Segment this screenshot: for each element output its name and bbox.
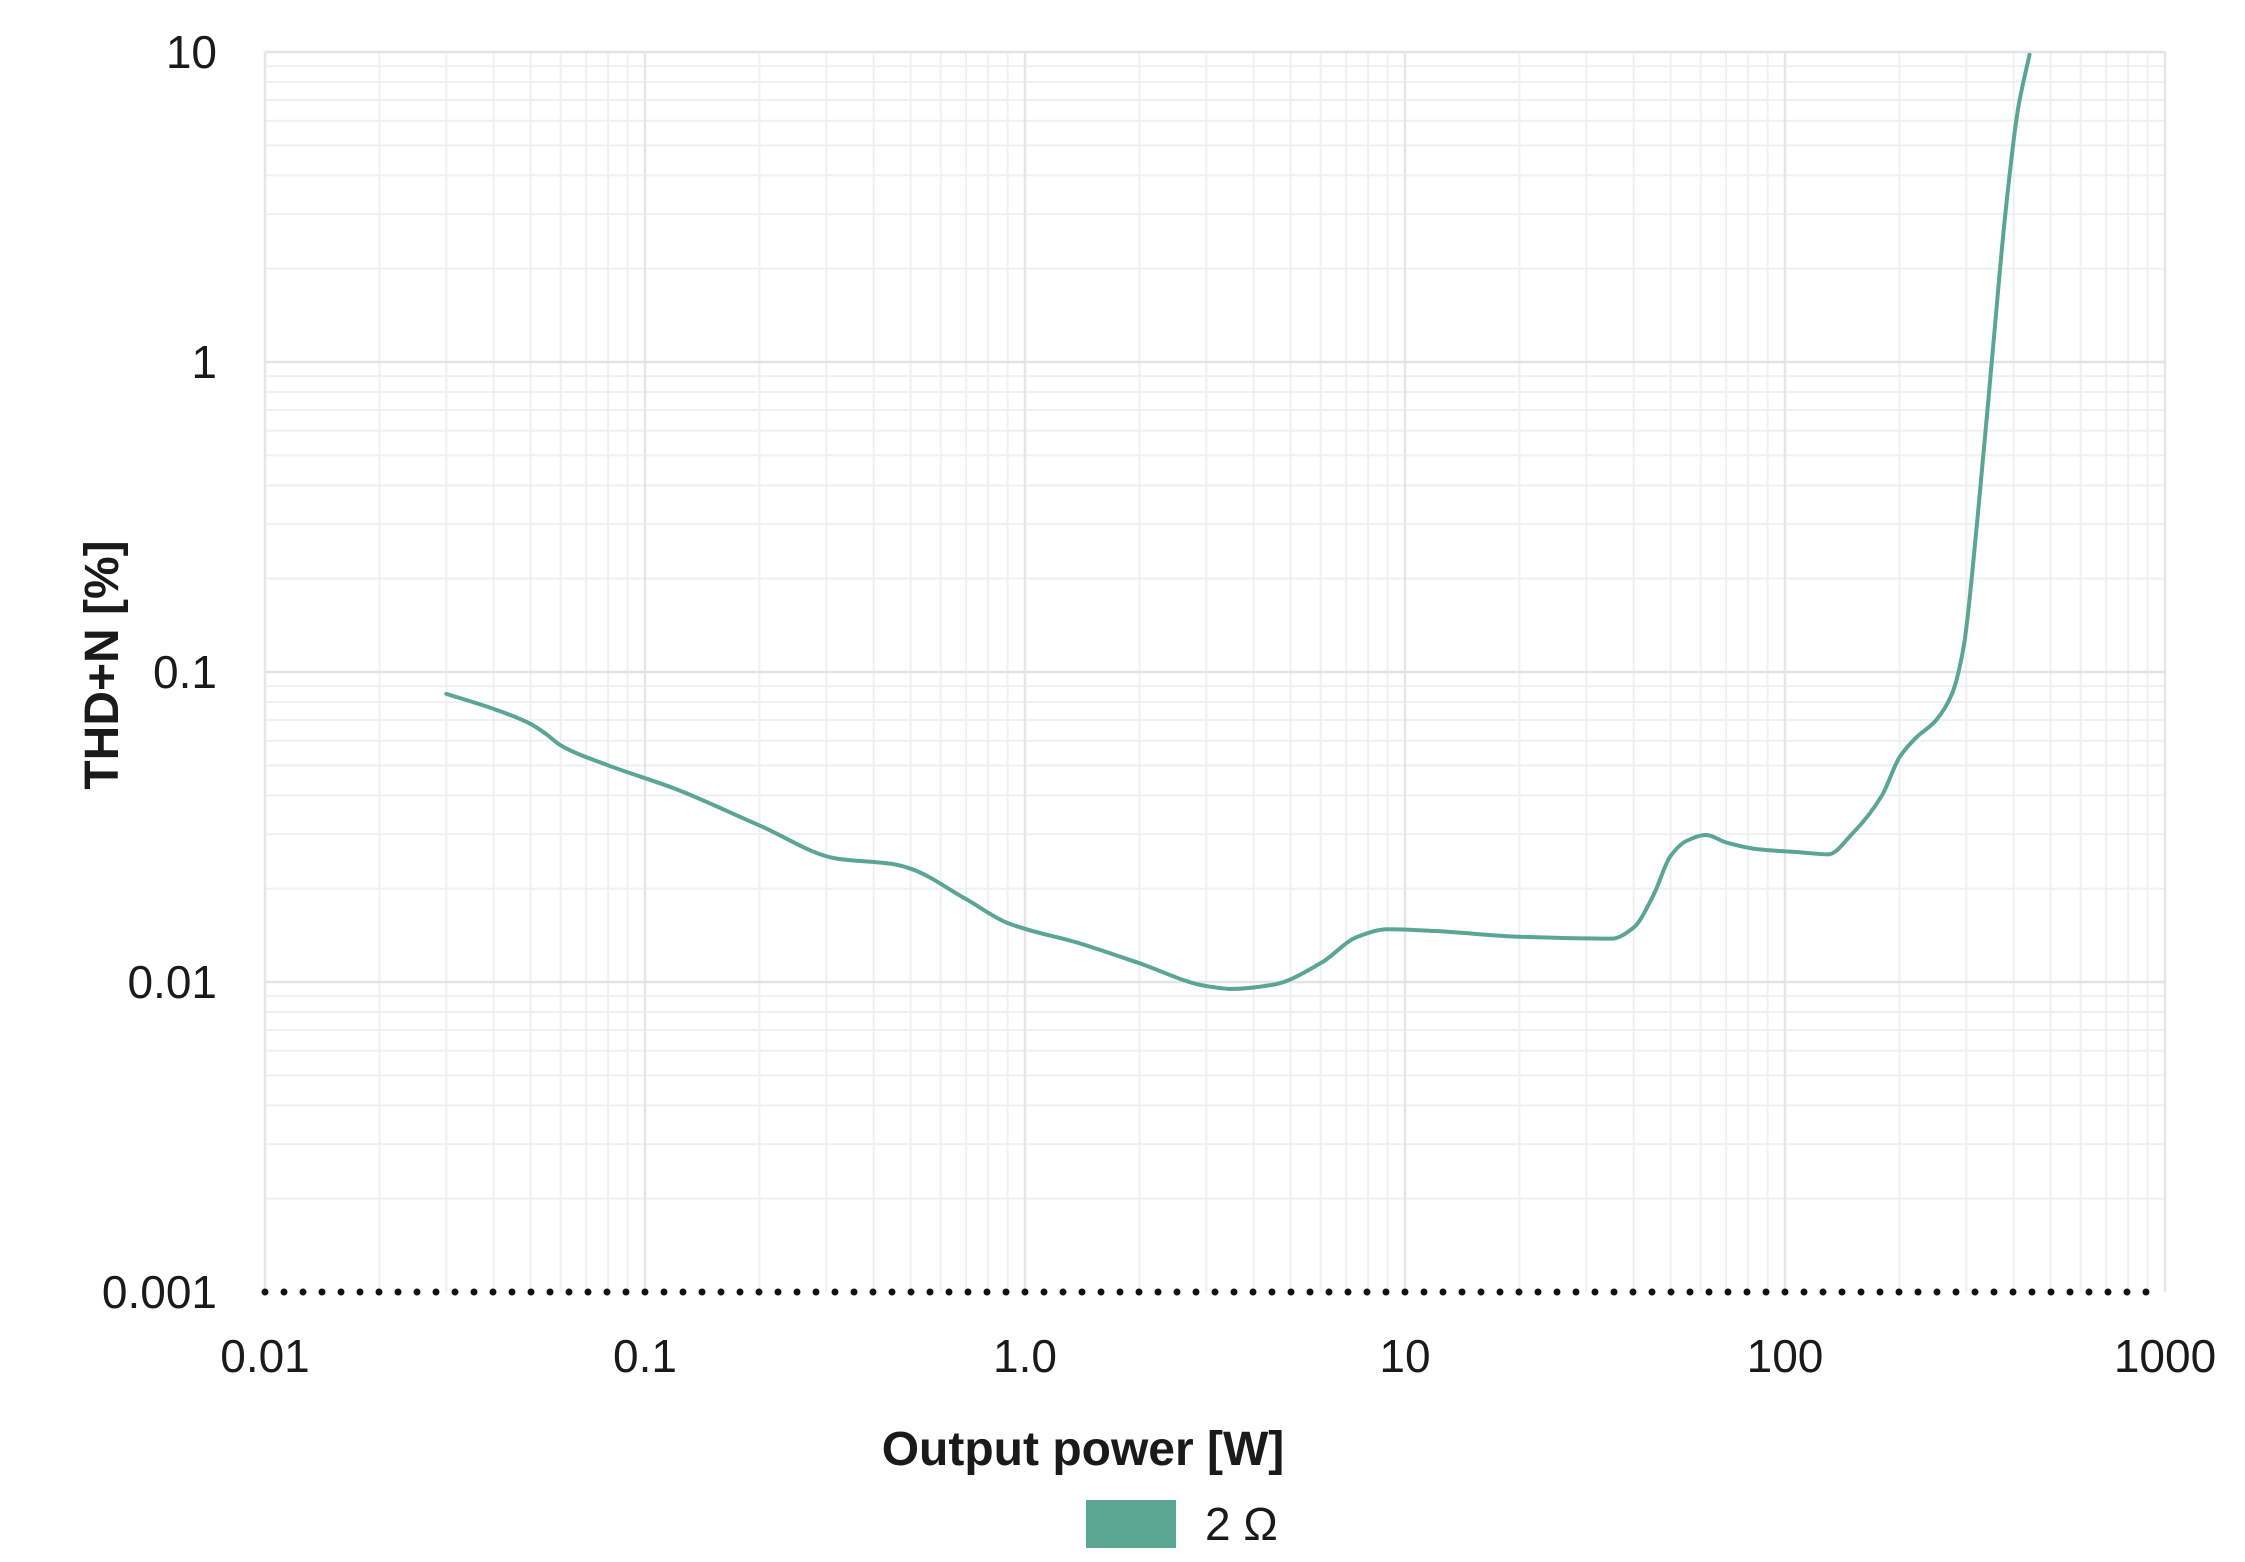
y-tick-label: 0.01: [127, 956, 217, 1008]
y-tick-label: 0.001: [102, 1266, 217, 1318]
x-axis-title: Output power [W]: [882, 1423, 1285, 1476]
y-tick-labels: 0.001 0.01 0.1 1 10: [102, 26, 217, 1318]
series-layer: [444, 52, 2032, 991]
legend-label: 2 Ω: [1205, 1498, 1278, 1550]
y-tick-label: 0.1: [153, 646, 217, 698]
grid-major: [263, 50, 2167, 1292]
x-tick-label: 0.1: [613, 1330, 677, 1382]
legend-swatch: [1086, 1500, 1176, 1548]
x-tick-label: 1000: [2114, 1330, 2216, 1382]
y-axis-title: THD+N [%]: [76, 540, 129, 789]
legend: 2 Ω: [1086, 1498, 1278, 1550]
x-tick-label: 10: [1379, 1330, 1430, 1382]
x-tick-label: 100: [1747, 1330, 1824, 1382]
y-tick-label: 10: [166, 26, 217, 78]
x-tick-labels: 0.01 0.1 1.0 10 100 1000: [220, 1330, 2216, 1382]
x-tick-label: 1.0: [993, 1330, 1057, 1382]
y-tick-label: 1: [191, 336, 217, 388]
x-tick-label: 0.01: [220, 1330, 310, 1382]
series-line-0: [444, 52, 2032, 991]
